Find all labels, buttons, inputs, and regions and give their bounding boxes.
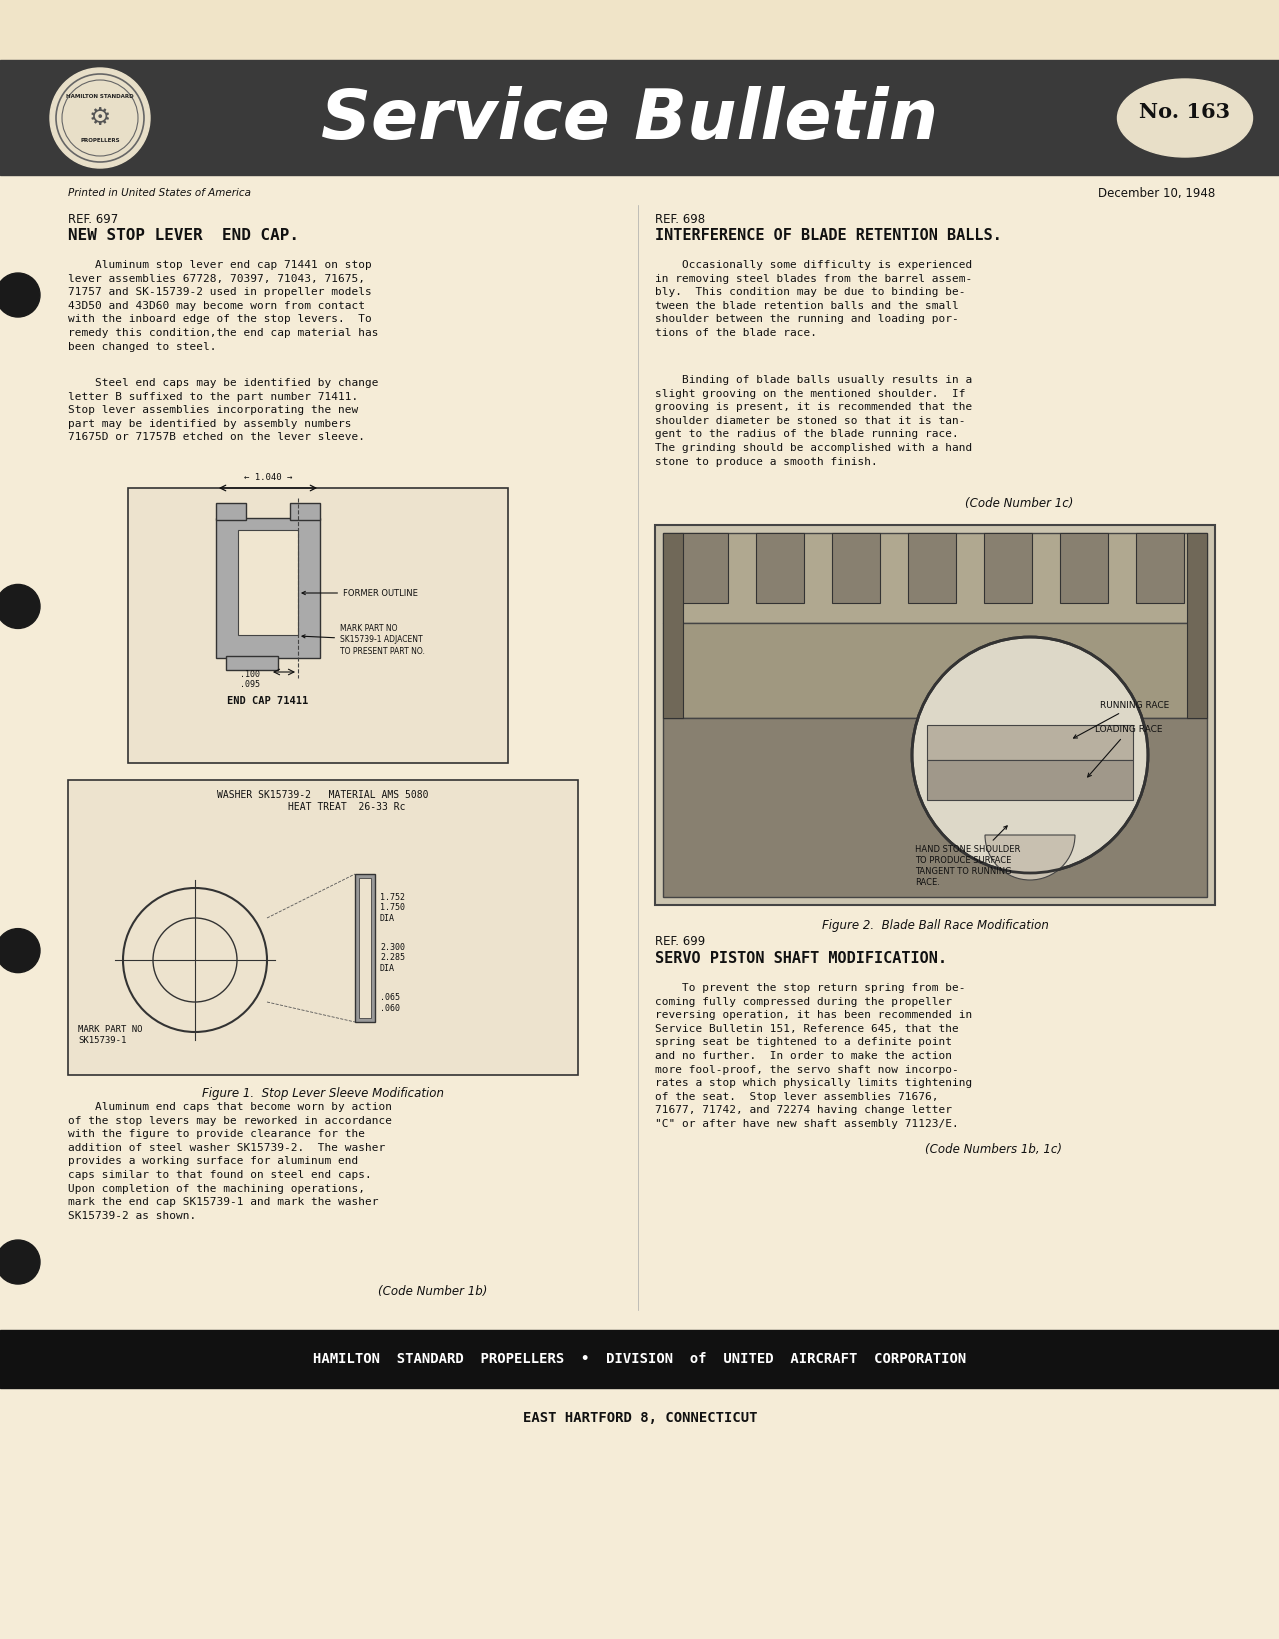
Text: Printed in United States of America: Printed in United States of America xyxy=(68,188,251,198)
Text: Aluminum stop lever end cap 71441 on stop
lever assemblies 67728, 70397, 71043, : Aluminum stop lever end cap 71441 on sto… xyxy=(68,261,379,352)
Bar xyxy=(984,533,1032,603)
Text: (Code Number 1b): (Code Number 1b) xyxy=(379,1285,487,1298)
Text: WASHER SK15739-2   MATERIAL AMS 5080
        HEAT TREAT  26-33 Rc: WASHER SK15739-2 MATERIAL AMS 5080 HEAT … xyxy=(217,790,428,813)
Bar xyxy=(680,533,728,603)
Text: PROPELLERS: PROPELLERS xyxy=(81,138,120,143)
Bar xyxy=(359,879,371,1018)
Circle shape xyxy=(912,638,1149,874)
Bar xyxy=(908,533,955,603)
Bar xyxy=(356,874,375,1023)
Bar xyxy=(238,529,298,634)
Bar xyxy=(290,503,320,520)
Text: REF. 697: REF. 697 xyxy=(68,213,118,226)
Text: .065
.060: .065 .060 xyxy=(380,993,400,1013)
Text: HAND STONE SHOULDER
TO PRODUCE SURFACE
TANGENT TO RUNNING
RACE.: HAND STONE SHOULDER TO PRODUCE SURFACE T… xyxy=(914,826,1021,887)
Bar xyxy=(216,503,246,520)
Circle shape xyxy=(0,585,40,628)
Bar xyxy=(756,533,804,603)
Bar xyxy=(0,1329,1279,1388)
Text: Service Bulletin: Service Bulletin xyxy=(321,87,939,154)
Bar xyxy=(216,518,320,657)
Bar xyxy=(128,488,508,764)
Bar xyxy=(663,718,1207,897)
Text: (Code Number 1c): (Code Number 1c) xyxy=(964,497,1073,510)
Text: Binding of blade balls usually results in a
slight grooving on the mentioned sho: Binding of blade balls usually results i… xyxy=(655,375,972,467)
Bar xyxy=(0,61,1279,175)
Text: NEW STOP LEVER  END CAP.: NEW STOP LEVER END CAP. xyxy=(68,228,299,243)
Bar xyxy=(68,780,578,1075)
Bar xyxy=(226,656,278,670)
Text: 2.300
2.285
DIA: 2.300 2.285 DIA xyxy=(380,942,405,974)
Text: ← 1.040 →: ← 1.040 → xyxy=(244,474,292,482)
Text: ⚙: ⚙ xyxy=(88,107,111,129)
Bar xyxy=(663,533,1207,623)
Text: FORMER OUTLINE: FORMER OUTLINE xyxy=(302,588,418,598)
Circle shape xyxy=(0,929,40,972)
Text: SERVO PISTON SHAFT MODIFICATION.: SERVO PISTON SHAFT MODIFICATION. xyxy=(655,951,946,965)
Text: REF. 699: REF. 699 xyxy=(655,934,705,947)
Circle shape xyxy=(0,1241,40,1283)
Text: REF. 698: REF. 698 xyxy=(655,213,705,226)
Text: HAMILTON STANDARD: HAMILTON STANDARD xyxy=(67,95,134,100)
Text: MARK PART NO
SK15739-1 ADJACENT
TO PRESENT PART NO.: MARK PART NO SK15739-1 ADJACENT TO PRESE… xyxy=(302,624,425,656)
Text: Aluminum end caps that become worn by action
of the stop levers may be reworked : Aluminum end caps that become worn by ac… xyxy=(68,1101,391,1221)
Bar xyxy=(927,724,1133,760)
Text: Figure 2.  Blade Ball Race Modification: Figure 2. Blade Ball Race Modification xyxy=(821,919,1049,933)
Text: .100
.095: .100 .095 xyxy=(240,670,260,690)
Bar xyxy=(1060,533,1108,603)
Bar xyxy=(833,533,880,603)
Bar xyxy=(663,623,1207,718)
Circle shape xyxy=(153,918,237,1001)
Bar xyxy=(1187,533,1207,718)
Text: Steel end caps may be identified by change
letter B suffixed to the part number : Steel end caps may be identified by chan… xyxy=(68,379,379,443)
Circle shape xyxy=(0,274,40,316)
Text: LOADING RACE: LOADING RACE xyxy=(1087,726,1163,777)
Text: Occasionally some difficulty is experienced
in removing steel blades from the ba: Occasionally some difficulty is experien… xyxy=(655,261,972,338)
Text: (Code Numbers 1b, 1c): (Code Numbers 1b, 1c) xyxy=(925,1142,1062,1155)
Text: December 10, 1948: December 10, 1948 xyxy=(1097,187,1215,200)
Text: RUNNING RACE: RUNNING RACE xyxy=(1073,700,1169,738)
Text: MARK PART NO
SK15739-1: MARK PART NO SK15739-1 xyxy=(78,1024,142,1046)
Ellipse shape xyxy=(1118,79,1252,157)
Text: END CAP 71411: END CAP 71411 xyxy=(228,697,308,706)
Bar xyxy=(927,760,1133,800)
Text: No. 163: No. 163 xyxy=(1140,102,1230,121)
Bar xyxy=(663,533,683,718)
Wedge shape xyxy=(985,834,1076,880)
Circle shape xyxy=(50,67,150,169)
Bar xyxy=(655,524,1215,905)
Text: 1.752
1.750
DIA: 1.752 1.750 DIA xyxy=(380,893,405,923)
Bar xyxy=(1136,533,1184,603)
Text: INTERFERENCE OF BLADE RETENTION BALLS.: INTERFERENCE OF BLADE RETENTION BALLS. xyxy=(655,228,1001,243)
Text: Figure 1.  Stop Lever Sleeve Modification: Figure 1. Stop Lever Sleeve Modification xyxy=(202,1087,444,1100)
Text: EAST HARTFORD 8, CONNECTICUT: EAST HARTFORD 8, CONNECTICUT xyxy=(523,1411,757,1424)
Text: To prevent the stop return spring from be-
coming fully compressed during the pr: To prevent the stop return spring from b… xyxy=(655,983,972,1129)
Text: HAMILTON  STANDARD  PROPELLERS  •  DIVISION  of  UNITED  AIRCRAFT  CORPORATION: HAMILTON STANDARD PROPELLERS • DIVISION … xyxy=(313,1352,967,1365)
Bar xyxy=(0,0,1279,61)
Circle shape xyxy=(123,888,267,1033)
